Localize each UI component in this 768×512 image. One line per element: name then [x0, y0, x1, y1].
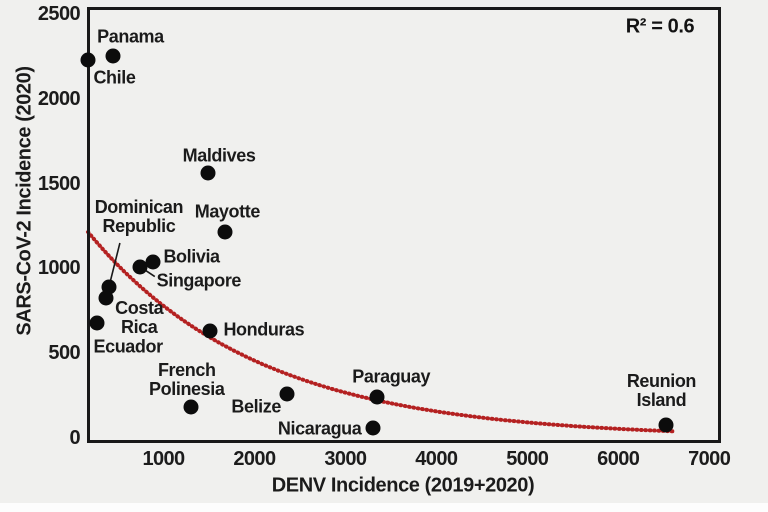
point-label-maldives: Maldives [182, 145, 256, 166]
y-tick-1000: 1000 [37, 257, 81, 280]
data-point-nicaragua [365, 420, 381, 436]
data-point-singapore [132, 259, 148, 275]
data-point-mayotte [217, 224, 233, 240]
point-label-ecuador: Ecuador [93, 336, 163, 357]
point-label-panama: Panama [97, 26, 164, 47]
data-point-french-polinesia [183, 399, 199, 415]
data-point-maldives [200, 165, 216, 181]
point-label-belize: Belize [231, 396, 281, 417]
y-tick-0: 0 [69, 426, 80, 449]
x-tick-6000: 6000 [597, 448, 640, 470]
y-tick-2500: 2500 [37, 2, 81, 25]
x-tick-1000: 1000 [142, 448, 185, 470]
x-axis-title: DENV Incidence (2019+2020) [271, 474, 535, 497]
x-tick-3000: 3000 [324, 448, 367, 470]
x-tick-2000: 2000 [233, 448, 276, 470]
data-point-panama [105, 48, 121, 64]
data-point-bolivia [145, 254, 161, 270]
point-label-french-polinesia: French Polinesia [149, 359, 225, 399]
data-point-costa-rica [98, 290, 114, 306]
point-label-dominican-republic: Dominican Republic [94, 196, 184, 236]
data-point-belize [279, 386, 295, 402]
point-label-chile: Chile [93, 67, 136, 88]
point-label-costa-rica: Costa Rica [115, 298, 164, 337]
point-label-paraguay: Paraguay [352, 366, 431, 387]
y-axis-title: SARS-CoV-2 Incidence (2020) [13, 66, 36, 336]
data-point-ecuador [89, 315, 105, 331]
plot-border [87, 7, 721, 443]
point-label-honduras: Honduras [223, 319, 305, 340]
point-label-reunion-island: Reunion Island [626, 371, 697, 411]
data-point-reunion-island [658, 417, 674, 433]
r-squared-annotation: R² = 0.6 [625, 15, 695, 38]
x-tick-5000: 5000 [506, 448, 549, 470]
y-tick-2000: 2000 [37, 87, 81, 110]
data-point-chile [80, 52, 96, 68]
point-label-bolivia: Bolivia [163, 246, 220, 267]
y-tick-500: 500 [48, 342, 80, 365]
point-label-nicaragua: Nicaragua [277, 418, 362, 439]
bottom-white-strip [0, 503, 768, 512]
x-tick-7000: 7000 [688, 448, 731, 470]
data-point-honduras [202, 323, 218, 339]
point-label-singapore: Singapore [156, 270, 242, 291]
y-tick-1500: 1500 [37, 172, 81, 195]
x-tick-4000: 4000 [415, 448, 458, 470]
data-point-paraguay [369, 389, 385, 405]
point-label-mayotte: Mayotte [194, 201, 261, 222]
